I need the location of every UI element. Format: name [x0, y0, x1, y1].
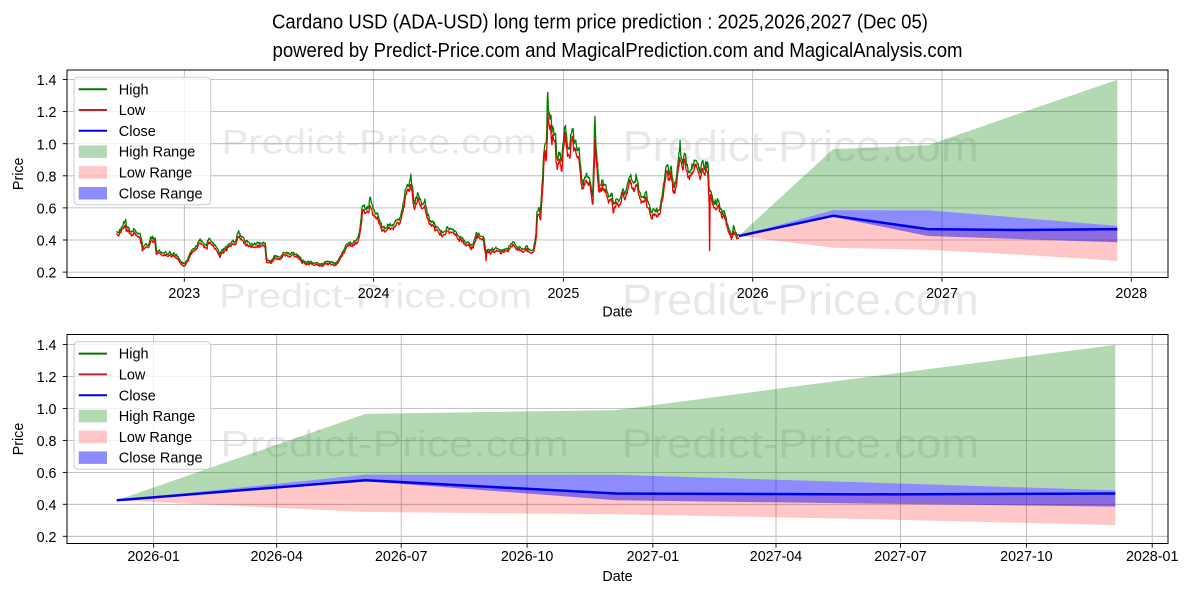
- svg-text:2026-04: 2026-04: [250, 549, 303, 565]
- svg-text:2023: 2023: [168, 286, 200, 302]
- svg-text:1.0: 1.0: [37, 402, 57, 418]
- svg-text:2026-07: 2026-07: [375, 549, 428, 565]
- svg-text:Close: Close: [119, 388, 156, 404]
- svg-text:1.4: 1.4: [37, 338, 57, 354]
- svg-text:Low Range: Low Range: [119, 166, 192, 182]
- svg-text:0.4: 0.4: [37, 234, 57, 250]
- svg-text:Predict-Price.com: Predict-Price.com: [622, 275, 979, 324]
- svg-text:1.0: 1.0: [37, 137, 57, 153]
- svg-text:2024: 2024: [358, 286, 390, 302]
- svg-text:Close Range: Close Range: [119, 186, 203, 202]
- svg-text:High Range: High Range: [119, 409, 196, 425]
- svg-text:High: High: [119, 347, 149, 363]
- svg-text:Predict-Price.com: Predict-Price.com: [622, 421, 980, 467]
- svg-text:Predict-Price.com: Predict-Price.com: [219, 278, 532, 316]
- svg-text:Low Range: Low Range: [119, 430, 192, 446]
- svg-text:0.2: 0.2: [37, 530, 57, 546]
- svg-text:Date: Date: [602, 569, 632, 585]
- svg-text:2027-10: 2027-10: [1000, 549, 1053, 565]
- svg-text:0.6: 0.6: [37, 466, 57, 482]
- svg-text:0.6: 0.6: [37, 202, 57, 218]
- svg-text:0.8: 0.8: [37, 169, 57, 185]
- svg-text:2028: 2028: [1115, 286, 1147, 302]
- svg-text:0.4: 0.4: [37, 498, 57, 514]
- svg-text:2027-07: 2027-07: [874, 549, 927, 565]
- svg-text:High Range: High Range: [119, 145, 196, 161]
- svg-text:Close: Close: [119, 124, 156, 140]
- svg-text:1.2: 1.2: [37, 370, 57, 386]
- svg-text:2026-01: 2026-01: [127, 549, 180, 565]
- svg-text:2028-01: 2028-01: [1126, 549, 1179, 565]
- svg-text:powered by Predict-Price.com a: powered by Predict-Price.com and Magical…: [273, 39, 963, 62]
- svg-text:Predict-Price.com: Predict-Price.com: [222, 124, 537, 162]
- svg-text:0.2: 0.2: [37, 266, 57, 282]
- svg-text:1.2: 1.2: [37, 105, 57, 121]
- svg-text:2027-01: 2027-01: [627, 549, 680, 565]
- svg-text:Date: Date: [602, 305, 632, 321]
- svg-text:High: High: [119, 82, 149, 98]
- svg-text:2027: 2027: [926, 286, 958, 302]
- svg-text:Low: Low: [119, 103, 146, 119]
- svg-text:Close Range: Close Range: [119, 451, 203, 467]
- svg-text:0.8: 0.8: [37, 434, 57, 450]
- svg-text:Price: Price: [11, 423, 27, 456]
- svg-text:2026-10: 2026-10: [501, 549, 554, 565]
- svg-text:2026: 2026: [737, 286, 769, 302]
- svg-text:Price: Price: [11, 157, 27, 190]
- svg-text:2027-04: 2027-04: [750, 549, 803, 565]
- svg-text:Low: Low: [119, 368, 146, 384]
- svg-text:Predict-Price.com: Predict-Price.com: [220, 423, 569, 465]
- svg-text:2025: 2025: [547, 286, 579, 302]
- svg-text:1.4: 1.4: [37, 73, 57, 89]
- svg-text:Cardano USD (ADA-USD) long ter: Cardano USD (ADA-USD) long term price pr…: [272, 10, 928, 33]
